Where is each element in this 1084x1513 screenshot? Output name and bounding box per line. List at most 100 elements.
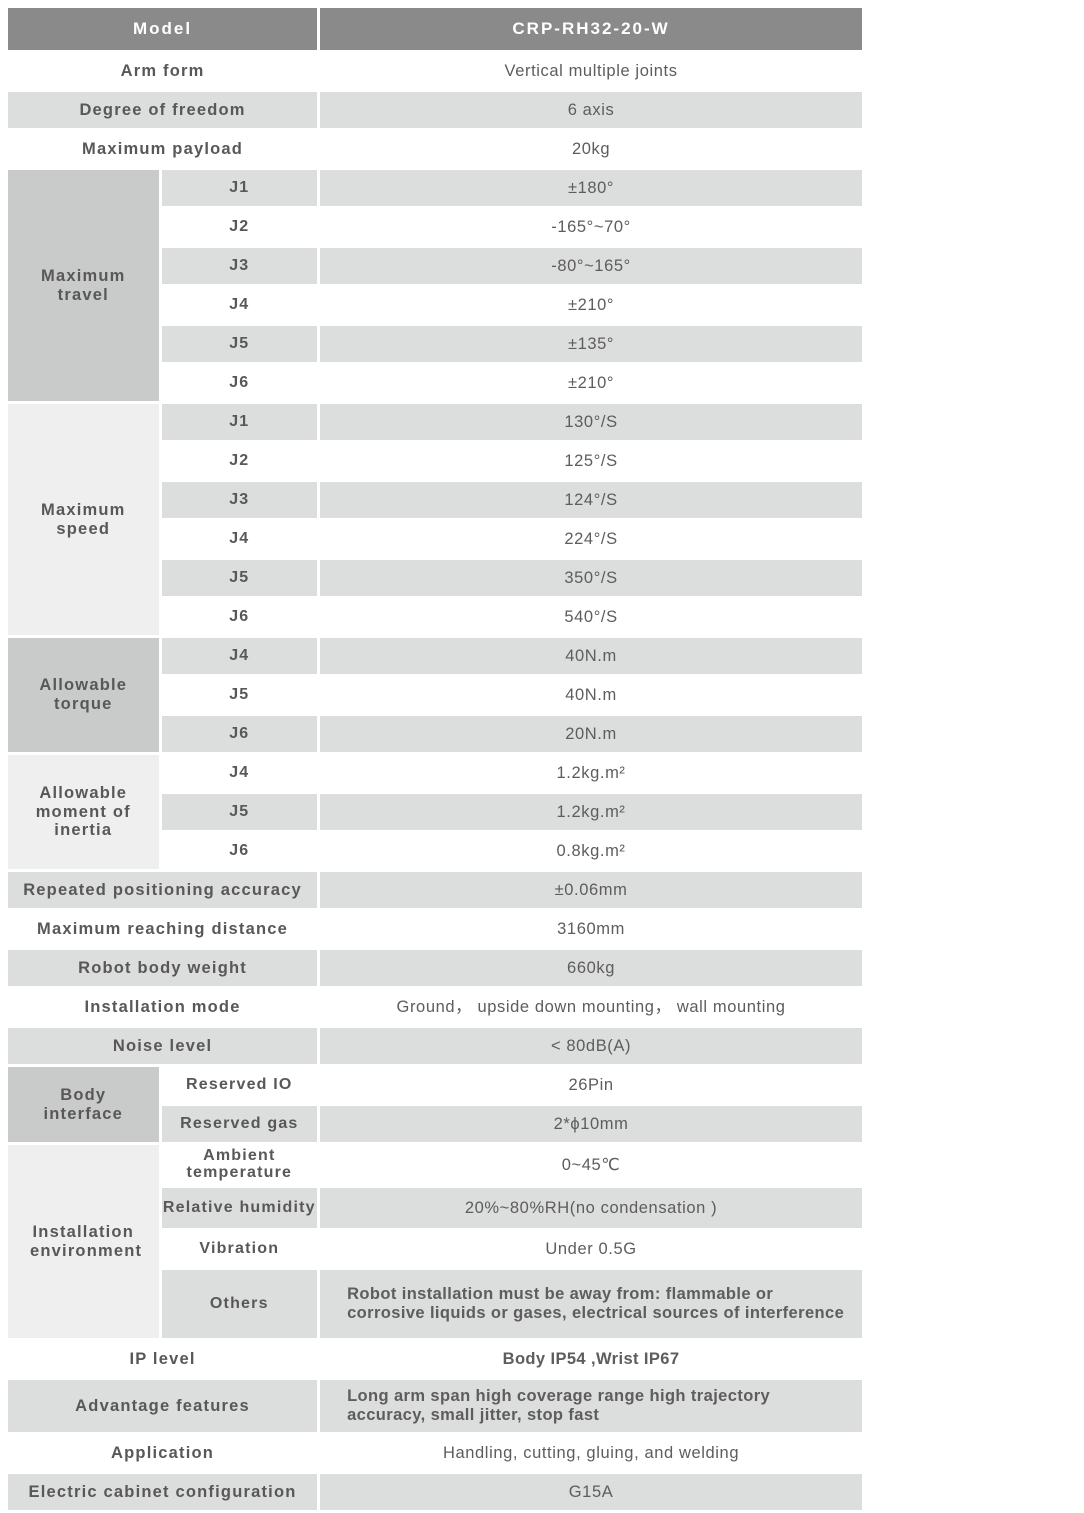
table-row: Allowable moment of inertia J4 1.2kg.m² bbox=[8, 755, 862, 869]
group-maximum-travel-label: Maximum travel bbox=[8, 170, 159, 401]
inertia-j4-label: J4 bbox=[229, 763, 250, 781]
speed-j5-value: 350°/S bbox=[320, 560, 862, 596]
torque-j4-label: J4 bbox=[161, 638, 318, 674]
torque-j6-value: 20N.m bbox=[320, 716, 862, 752]
speed-j6-label: J6 bbox=[229, 607, 250, 625]
group-installation-environment-label: Installation environment bbox=[8, 1145, 159, 1338]
reserved-gas-value: 2*ϕ10mm bbox=[320, 1106, 862, 1142]
reserved-io-value: 26Pin bbox=[568, 1075, 614, 1094]
inertia-j4-value: 1.2kg.m² bbox=[556, 763, 626, 782]
table-row: Maximum reaching distance 3160mm bbox=[8, 911, 862, 947]
speed-j5-label: J5 bbox=[161, 560, 318, 596]
degree-of-freedom-label: Degree of freedom bbox=[8, 92, 318, 128]
torque-j6-label: J6 bbox=[161, 716, 318, 752]
arm-form-label: Arm form bbox=[120, 61, 205, 80]
others-value: Robot installation must be away from: fl… bbox=[320, 1270, 862, 1338]
travel-j2-value: -165°~70° bbox=[551, 217, 631, 236]
speed-j1-label: J1 bbox=[161, 404, 318, 440]
installation-mode-value: Ground， upside down mounting， wall mount… bbox=[396, 997, 786, 1016]
speed-j4-value: 224°/S bbox=[564, 529, 618, 548]
ip-level-label: IP level bbox=[129, 1349, 196, 1368]
travel-j2-label: J2 bbox=[229, 217, 250, 235]
speed-j2-value: 125°/S bbox=[564, 451, 618, 470]
speed-j6-value: 540°/S bbox=[564, 607, 618, 626]
reserved-gas-label: Reserved gas bbox=[161, 1106, 318, 1142]
speed-j3-value: 124°/S bbox=[320, 482, 862, 518]
application-label: Application bbox=[111, 1443, 215, 1462]
table-row: Application Handling, cutting, gluing, a… bbox=[8, 1435, 862, 1471]
travel-j3-value: -80°~165° bbox=[320, 248, 862, 284]
electric-cabinet-value: G15A bbox=[320, 1474, 862, 1510]
robot-spec-table: Model CRP-RH32-20-W Arm form Vertical mu… bbox=[5, 5, 865, 1513]
repeated-accuracy-value: ±0.06mm bbox=[320, 872, 862, 908]
group-body-interface-label: Body interface bbox=[8, 1067, 159, 1142]
table-row: Installation environment Ambient tempera… bbox=[8, 1145, 862, 1338]
speed-j3-label: J3 bbox=[161, 482, 318, 518]
table-row: J6 20N.m bbox=[8, 716, 862, 752]
torque-j5-value: 40N.m bbox=[565, 685, 617, 704]
inertia-j6-label: J6 bbox=[229, 841, 250, 859]
table-row: J5 350°/S bbox=[8, 560, 862, 596]
table-row: Model CRP-RH32-20-W bbox=[8, 8, 862, 50]
table-row: J6 ±210° bbox=[8, 365, 862, 401]
degree-of-freedom-value: 6 axis bbox=[320, 92, 862, 128]
relative-humidity-value: 20%~80%RH(no condensation ) bbox=[320, 1188, 862, 1228]
table-row: J2 125°/S bbox=[8, 443, 862, 479]
table-row: J2 -165°~70° bbox=[8, 209, 862, 245]
table-row: J4 ±210° bbox=[8, 287, 862, 323]
travel-j5-value: ±135° bbox=[320, 326, 862, 362]
table-row: Robot body weight 660kg bbox=[8, 950, 862, 986]
table-row: J3 -80°~165° bbox=[8, 248, 862, 284]
body-weight-value: 660kg bbox=[320, 950, 862, 986]
table-row: Repeated positioning accuracy ±0.06mm bbox=[8, 872, 862, 908]
inertia-j6-value: 0.8kg.m² bbox=[556, 841, 626, 860]
group-allowable-torque-label: Allowable torque bbox=[8, 638, 159, 752]
travel-j1-value: ±180° bbox=[320, 170, 862, 206]
travel-j3-label: J3 bbox=[161, 248, 318, 284]
advantage-features-label: Advantage features bbox=[8, 1380, 318, 1432]
maximum-payload-value: 20kg bbox=[571, 139, 611, 158]
inertia-j5-value: 1.2kg.m² bbox=[320, 794, 862, 830]
table-row: J5 1.2kg.m² bbox=[8, 794, 862, 830]
table-row: Advantage features Long arm span high co… bbox=[8, 1380, 862, 1432]
travel-j6-value: ±210° bbox=[567, 373, 615, 392]
travel-j6-label: J6 bbox=[229, 373, 250, 391]
others-label: Others bbox=[161, 1270, 318, 1338]
table-row: J3 124°/S bbox=[8, 482, 862, 518]
table-row: Maximum travel J1 ±180° bbox=[8, 170, 862, 401]
torque-j5-label: J5 bbox=[229, 685, 250, 703]
repeated-accuracy-label: Repeated positioning accuracy bbox=[8, 872, 318, 908]
table-row: J5 ±135° bbox=[8, 326, 862, 362]
speed-j2-label: J2 bbox=[229, 451, 250, 469]
table-row: Allowable torque J4 40N.m bbox=[8, 638, 862, 752]
reaching-distance-label: Maximum reaching distance bbox=[37, 919, 289, 938]
table-row: Vibration Under 0.5G bbox=[8, 1231, 862, 1267]
travel-j4-label: J4 bbox=[229, 295, 250, 313]
inertia-j5-label: J5 bbox=[161, 794, 318, 830]
advantage-features-value: Long arm span high coverage range high t… bbox=[320, 1380, 862, 1432]
ambient-temperature-label: Ambient temperature bbox=[186, 1147, 293, 1181]
table-row: Installation mode Ground， upside down mo… bbox=[8, 989, 862, 1025]
model-header-label: Model bbox=[8, 8, 318, 50]
group-allowable-inertia-label: Allowable moment of inertia bbox=[8, 755, 159, 869]
table-row: Electric cabinet configuration G15A bbox=[8, 1474, 862, 1510]
noise-level-value: < 80dB(A) bbox=[320, 1028, 862, 1064]
table-row: J5 40N.m bbox=[8, 677, 862, 713]
ip-level-value: Body IP54 ,Wrist IP67 bbox=[502, 1349, 680, 1368]
table-row: Noise level < 80dB(A) bbox=[8, 1028, 862, 1064]
table-row: Maximum payload 20kg bbox=[8, 131, 862, 167]
travel-j1-label: J1 bbox=[161, 170, 318, 206]
reserved-io-label: Reserved IO bbox=[186, 1075, 293, 1093]
model-header-value: CRP-RH32-20-W bbox=[320, 8, 862, 50]
table-row: Relative humidity 20%~80%RH(no condensat… bbox=[8, 1188, 862, 1228]
table-row: Reserved gas 2*ϕ10mm bbox=[8, 1106, 862, 1142]
travel-j5-label: J5 bbox=[161, 326, 318, 362]
application-value: Handling, cutting, gluing, and welding bbox=[442, 1443, 740, 1462]
noise-level-label: Noise level bbox=[8, 1028, 318, 1064]
arm-form-value: Vertical multiple joints bbox=[504, 61, 678, 80]
speed-j1-value: 130°/S bbox=[320, 404, 862, 440]
reaching-distance-value: 3160mm bbox=[557, 919, 625, 938]
travel-j4-value: ±210° bbox=[567, 295, 615, 314]
electric-cabinet-label: Electric cabinet configuration bbox=[8, 1474, 318, 1510]
vibration-label: Vibration bbox=[199, 1239, 280, 1257]
